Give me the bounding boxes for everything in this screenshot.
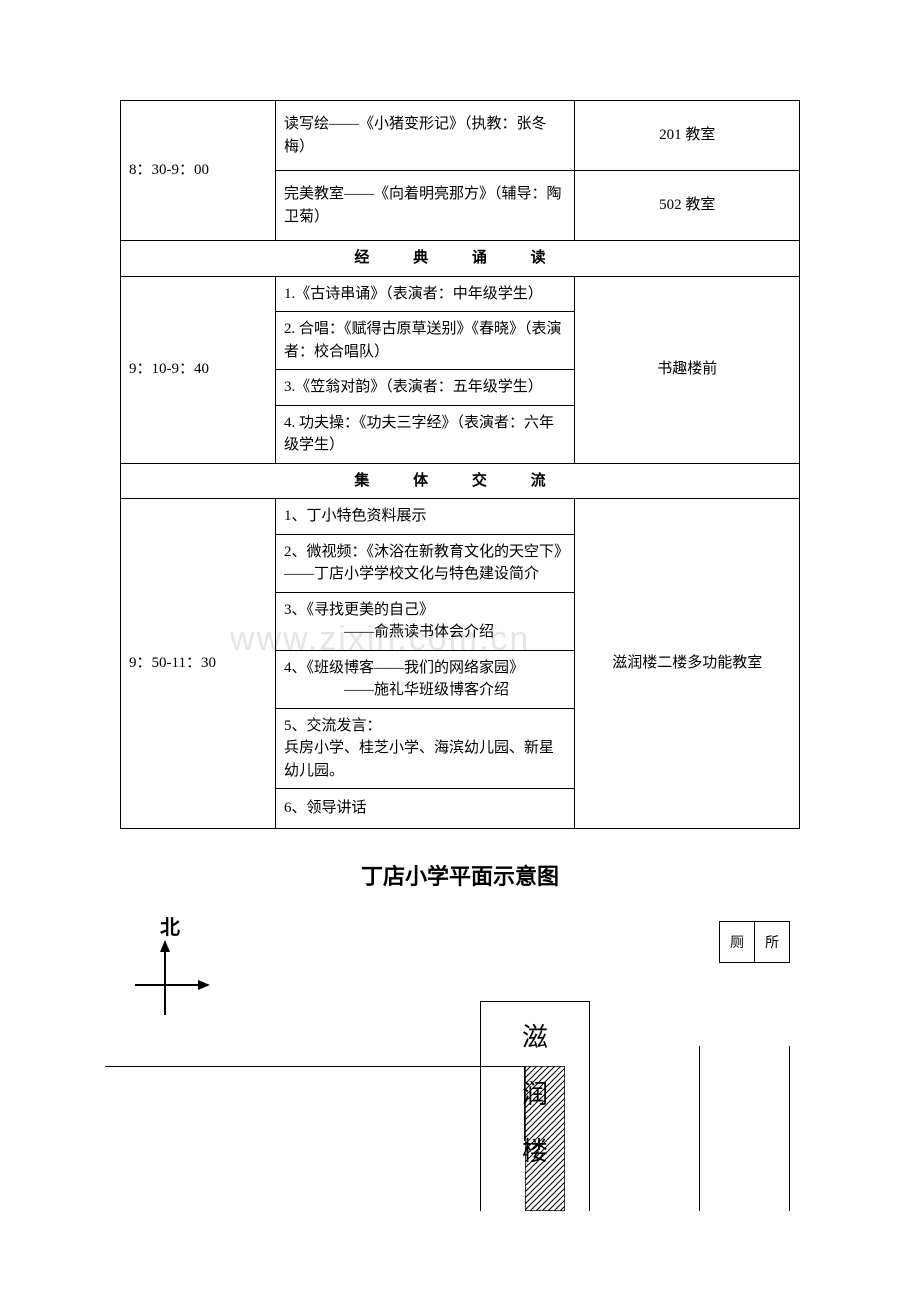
- content-line: ——施礼华班级博客介绍: [284, 679, 566, 702]
- time-cell: 9：50-11：30: [121, 499, 276, 829]
- toilet-label-1: 厕: [720, 922, 755, 962]
- schedule-table: 8：30-9：00 读写绘——《小猪变形记》（执教：张冬梅） 201 教室 完美…: [120, 100, 800, 829]
- section-header-row: 集 体 交 流: [121, 463, 800, 499]
- content-cell: 2. 合唱：《赋得古原草送别》《春晓》（表演者：校合唱队）: [276, 312, 575, 370]
- content-cell: 5、交流发言： 兵房小学、桂芝小学、海滨幼儿园、新星幼儿园。: [276, 708, 575, 789]
- content-cell: 3、《寻找更美的自己》 ——俞燕读书体会介绍: [276, 592, 575, 650]
- location-cell: 书趣楼前: [575, 276, 800, 463]
- toilet-box: 厕 所: [719, 921, 790, 963]
- content-cell: 4、《班级博客——我们的网络家园》 ——施礼华班级博客介绍: [276, 650, 575, 708]
- section-header: 经 典 诵 读: [121, 241, 800, 277]
- section-header: 集 体 交 流: [121, 463, 800, 499]
- content-cell: 完美教室——《向着明亮那方》（辅导：陶卫菊）: [276, 171, 575, 241]
- vertical-line: [789, 1046, 791, 1211]
- vertical-line: [699, 1046, 701, 1211]
- time-cell: 9：10-9：40: [121, 276, 276, 463]
- hatched-area: [525, 1066, 565, 1211]
- map-area: 北 厕 所 滋 润 楼: [120, 911, 800, 1211]
- content-cell: 3.《笠翁对韵》（表演者：五年级学生）: [276, 370, 575, 406]
- content-line: 3、《寻找更美的自己》: [284, 599, 566, 622]
- table-row: 9：50-11：30 1、丁小特色资料展示 滋润楼二楼多功能教室: [121, 499, 800, 535]
- section-header-row: 经 典 诵 读: [121, 241, 800, 277]
- map-title: 丁店小学平面示意图: [120, 859, 800, 891]
- hatch-pattern-icon: [525, 1066, 565, 1211]
- content-line: ——俞燕读书体会介绍: [284, 621, 566, 644]
- compass-north-label: 北: [130, 911, 210, 940]
- content-cell: 2、微视频：《沐浴在新教育文化的天空下》——丁店小学学校文化与特色建设简介: [276, 534, 575, 592]
- building-char: 滋: [522, 1017, 548, 1054]
- left-block: [105, 1066, 525, 1141]
- table-row: 8：30-9：00 读写绘——《小猪变形记》（执教：张冬梅） 201 教室: [121, 101, 800, 171]
- table-row: 9：10-9：40 1.《古诗串诵》（表演者：中年级学生） 书趣楼前: [121, 276, 800, 312]
- content-cell: 1、丁小特色资料展示: [276, 499, 575, 535]
- toilet-label-2: 所: [755, 922, 789, 962]
- location-cell: 502 教室: [575, 171, 800, 241]
- content-line: 4、《班级博客——我们的网络家园》: [284, 657, 566, 680]
- compass-icon: 北: [130, 911, 210, 1025]
- location-cell: 201 教室: [575, 101, 800, 171]
- content-cell: 读写绘——《小猪变形记》（执教：张冬梅）: [276, 101, 575, 171]
- content-cell: 4. 功夫操：《功夫三字经》（表演者：六年级学生）: [276, 405, 575, 463]
- content-cell: 6、领导讲话: [276, 789, 575, 829]
- location-cell: 滋润楼二楼多功能教室: [575, 499, 800, 829]
- content-cell: 1.《古诗串诵》（表演者：中年级学生）: [276, 276, 575, 312]
- compass-arrow-icon: [130, 940, 210, 1020]
- time-cell: 8：30-9：00: [121, 101, 276, 241]
